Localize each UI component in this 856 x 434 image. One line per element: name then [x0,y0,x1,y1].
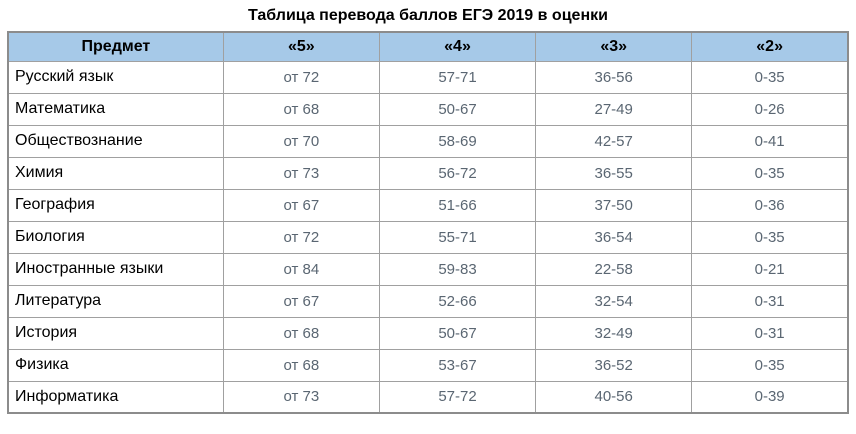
score-range-cell: 50-67 [378,92,537,126]
score-range-cell: 57-72 [378,380,537,414]
score-range-cell: 36-52 [535,348,693,382]
score-range-cell: 0-31 [691,284,849,318]
score-range-cell: от 68 [222,348,380,382]
score-range-cell: от 72 [222,220,380,254]
score-range-cell: 0-35 [691,156,849,190]
column-header-grade-3: «3» [535,31,693,62]
score-range-cell: 53-67 [378,348,537,382]
score-range-cell: 52-66 [378,284,537,318]
score-range-cell: 0-26 [691,92,849,126]
score-range-cell: от 73 [222,380,380,414]
subject-cell: География [7,188,224,222]
score-range-cell: 59-83 [378,252,537,286]
score-range-cell: 0-41 [691,124,849,158]
score-range-cell: 36-56 [535,60,693,94]
score-range-cell: 0-21 [691,252,849,286]
score-range-cell: 42-57 [535,124,693,158]
score-range-cell: 32-49 [535,316,693,350]
score-range-cell: 0-35 [691,220,849,254]
table-row: Математика от 68 50-67 27-49 0-26 [7,92,849,126]
table-header-row: Предмет «5» «4» «3» «2» [7,31,849,62]
table-row: Биология от 72 55-71 36-54 0-35 [7,220,849,254]
score-range-cell: 58-69 [378,124,537,158]
score-range-cell: от 84 [222,252,380,286]
table-row: Иностранные языки от 84 59-83 22-58 0-21 [7,252,849,286]
subject-cell: Химия [7,156,224,190]
score-range-cell: 32-54 [535,284,693,318]
subject-cell: Обществознание [7,124,224,158]
table-row: Информатика от 73 57-72 40-56 0-39 [7,380,849,414]
subject-cell: Информатика [7,380,224,414]
subject-cell: Физика [7,348,224,382]
score-range-cell: от 67 [222,284,380,318]
score-range-cell: от 73 [222,156,380,190]
table-header: Предмет «5» «4» «3» «2» [7,31,849,62]
column-header-grade-2: «2» [691,31,849,62]
score-range-cell: 0-35 [691,60,849,94]
subject-cell: Математика [7,92,224,126]
table-row: Литература от 67 52-66 32-54 0-31 [7,284,849,318]
score-range-cell: 0-35 [691,348,849,382]
score-range-cell: 37-50 [535,188,693,222]
score-range-cell: 57-71 [378,60,537,94]
score-range-cell: 56-72 [378,156,537,190]
score-range-cell: 22-58 [535,252,693,286]
score-range-cell: от 70 [222,124,380,158]
table-row: Русский язык от 72 57-71 36-56 0-35 [7,60,849,94]
column-header-grade-4: «4» [378,31,537,62]
column-header-grade-5: «5» [222,31,380,62]
score-range-cell: 51-66 [378,188,537,222]
table-body: Русский язык от 72 57-71 36-56 0-35 Математик… [7,60,849,414]
table-row: География от 67 51-66 37-50 0-36 [7,188,849,222]
page-title: Таблица перевода баллов ЕГЭ 2019 в оценк… [248,7,608,24]
table-row: Обществознание от 70 58-69 42-57 0-41 [7,124,849,158]
score-range-cell: 40-56 [535,380,693,414]
ege-score-conversion-table: Предмет «5» «4» «3» «2» Русский язык от 72 57-… [7,31,849,414]
subject-cell: Литература [7,284,224,318]
table-row: Химия от 73 56-72 36-55 0-35 [7,156,849,190]
subject-cell: Биология [7,220,224,254]
score-range-cell: от 68 [222,316,380,350]
score-range-cell: 0-39 [691,380,849,414]
score-range-cell: 36-54 [535,220,693,254]
subject-cell: Иностранные языки [7,252,224,286]
table-row: Физика от 68 53-67 36-52 0-35 [7,348,849,382]
score-range-cell: от 72 [222,60,380,94]
subject-cell: История [7,316,224,350]
score-range-cell: 50-67 [378,316,537,350]
table-row: История от 68 50-67 32-49 0-31 [7,316,849,350]
score-range-cell: 27-49 [535,92,693,126]
score-range-cell: от 68 [222,92,380,126]
column-header-subject: Предмет [7,31,224,62]
score-range-cell: 36-55 [535,156,693,190]
subject-cell: Русский язык [7,60,224,94]
score-range-cell: от 67 [222,188,380,222]
score-range-cell: 0-31 [691,316,849,350]
score-range-cell: 55-71 [378,220,537,254]
score-range-cell: 0-36 [691,188,849,222]
